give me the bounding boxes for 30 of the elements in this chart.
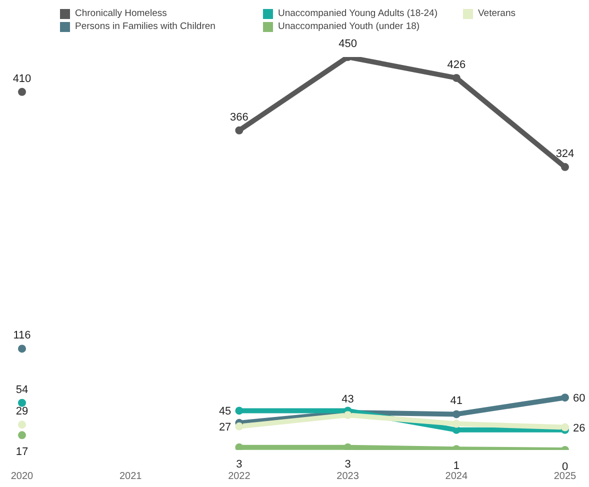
x-tick-label: 2022: [228, 471, 251, 482]
x-tick-label: 2023: [336, 471, 360, 482]
data-label: 366: [230, 111, 248, 124]
legend-label: Unaccompanied Youth (under 18): [278, 21, 420, 32]
data-label: 324: [556, 148, 574, 160]
data-label: 3: [344, 458, 351, 470]
legend-label: Persons in Families with Children: [75, 21, 216, 32]
data-label: 41: [450, 395, 463, 408]
legend-label: Unaccompanied Young Adults (18-24): [278, 8, 438, 19]
data-label: 450: [338, 38, 357, 50]
x-tick-label: 2021: [119, 471, 142, 482]
x-tick-label: 2025: [554, 471, 577, 482]
data-label: 0: [562, 461, 568, 473]
data-label: 1: [453, 460, 460, 472]
data-label: 3: [236, 458, 242, 470]
data-label: 27: [218, 421, 232, 434]
data-label: 26: [573, 422, 586, 434]
x-tick-label: 2024: [445, 471, 468, 482]
data-label: 54: [16, 384, 28, 396]
data-label: 43: [342, 393, 354, 406]
data-label: 45: [218, 406, 232, 418]
x-tick-label: 2020: [10, 471, 34, 482]
data-label: 426: [447, 58, 466, 71]
data-label: 116: [13, 330, 31, 342]
legend-label: Veterans: [478, 8, 516, 19]
data-label: 410: [12, 72, 32, 85]
legend-label: Chronically Homeless: [75, 8, 167, 19]
data-label: 17: [16, 446, 28, 458]
data-label: 60: [573, 392, 586, 405]
data-label: 29: [16, 406, 28, 418]
